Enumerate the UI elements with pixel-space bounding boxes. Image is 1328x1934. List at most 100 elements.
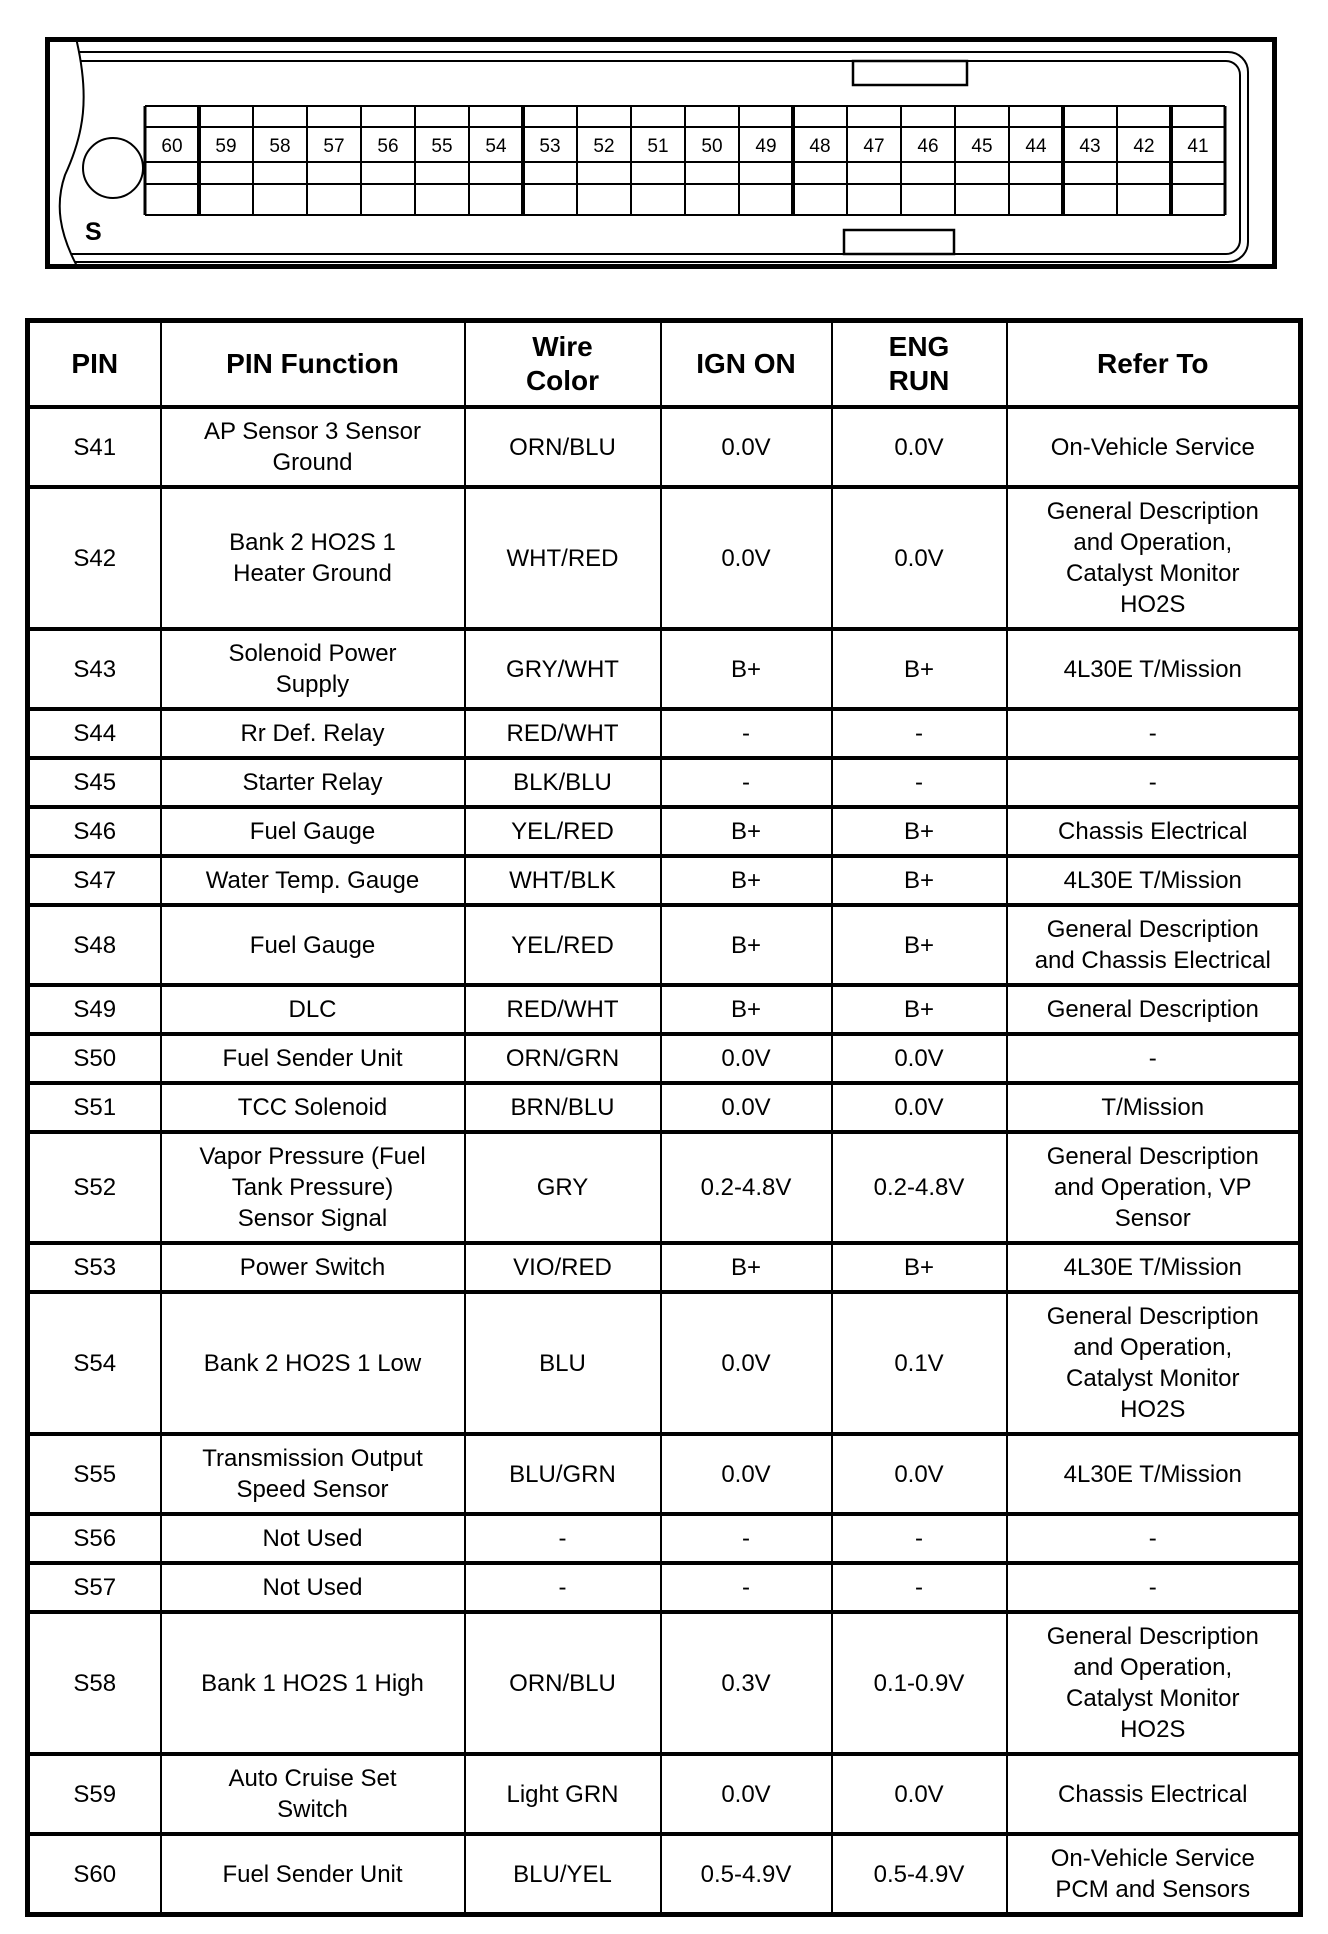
cell-eng-run-text: B+	[903, 818, 935, 845]
cell-wire-color: ORN/BLU	[463, 1610, 662, 1756]
cell-refer-to: -	[1005, 1561, 1302, 1614]
cell-pin-text: S45	[73, 769, 117, 796]
pin-table-body: S41 AP Sensor 3 Sensor Ground ORN/BLU 0.0V 0…	[26, 405, 1302, 1917]
cell-pin-text: S43	[73, 655, 117, 683]
cell-pin: S52	[26, 1130, 162, 1245]
header-cell-wire-color: Wire Color	[463, 318, 662, 409]
cell-wire-color-text: BLK/BLU	[513, 769, 612, 796]
cell-wire-color-text: -	[558, 1525, 567, 1552]
connector-outline	[50, 51, 1249, 263]
cell-wire-color-text: RED/WHT	[506, 720, 619, 747]
cell-refer-to: General Description and Operation, Catal…	[1005, 1290, 1302, 1436]
cell-eng-run-text: 0.0V	[894, 544, 944, 572]
cell-eng-run-text: 0.1V	[894, 1349, 944, 1377]
cell-eng-run: -	[830, 756, 1008, 809]
pin-number-53: 53	[539, 136, 560, 157]
cell-pin: S47	[26, 854, 162, 907]
cell-pin: S59	[26, 1752, 162, 1836]
cell-pin-text: S57	[73, 1574, 117, 1601]
cell-wire-color-text: WHT/RED	[506, 544, 619, 572]
cell-function: Fuel Gauge	[159, 903, 466, 987]
cell-refer-to: Chassis Electrical	[1005, 805, 1302, 858]
cell-wire-color: WHT/BLK	[463, 854, 662, 907]
cell-eng-run: B+	[830, 854, 1008, 907]
cell-wire-color: -	[463, 1512, 662, 1565]
cell-refer-to-text: On-Vehicle Service	[1050, 433, 1255, 461]
cell-pin-text: S59	[73, 1780, 117, 1808]
cell-function: Rr Def. Relay	[159, 707, 466, 760]
cell-wire-color-text: ORN/BLU	[509, 1669, 616, 1697]
cell-eng-run-text: B+	[903, 996, 935, 1023]
cell-wire-color-text: ORN/GRN	[505, 1045, 620, 1072]
cell-function-text: Not Used	[262, 1525, 363, 1552]
cell-eng-run: 0.0V	[830, 1432, 1008, 1516]
cell-pin: S43	[26, 627, 162, 711]
pin-number-42: 42	[1133, 136, 1154, 157]
cell-ign-on-text: B+	[730, 1254, 762, 1281]
cell-refer-to: 4L30E T/Mission	[1005, 1241, 1302, 1294]
cell-refer-to-text: -	[1148, 1045, 1157, 1072]
cell-ign-on: -	[659, 756, 833, 809]
cell-ign-on: 0.0V	[659, 405, 833, 489]
cell-function-text: Fuel Gauge	[249, 931, 376, 959]
cell-wire-color-text: BRN/BLU	[510, 1094, 615, 1121]
cell-eng-run-text: B+	[903, 655, 935, 683]
cell-wire-color-text: YEL/RED	[511, 818, 614, 845]
cell-ign-on: -	[659, 707, 833, 760]
cell-ign-on: -	[659, 1512, 833, 1565]
cell-ign-on: 0.0V	[659, 485, 833, 631]
cell-pin: S50	[26, 1032, 162, 1085]
cell-wire-color-text: VIO/RED	[513, 1254, 612, 1281]
cell-refer-to-text: -	[1148, 1574, 1157, 1601]
pin-number-56: 56	[377, 136, 398, 157]
pin-number-48: 48	[809, 136, 830, 157]
cell-function: Bank 2 HO2S 1 Heater Ground	[159, 485, 466, 631]
cell-pin-text: S55	[73, 1460, 117, 1488]
cell-pin: S51	[26, 1081, 162, 1134]
alignment-hole	[82, 137, 144, 199]
cell-pin: S58	[26, 1610, 162, 1756]
cell-wire-color-text: WHT/BLK	[509, 867, 616, 894]
cell-ign-on: 0.0V	[659, 1432, 833, 1516]
cell-refer-to-text: Chassis Electrical	[1058, 1780, 1248, 1808]
pin-number-43: 43	[1079, 136, 1100, 157]
cell-refer-to: -	[1005, 756, 1302, 809]
cell-function: DLC	[159, 983, 466, 1036]
cell-wire-color: Light GRN	[463, 1752, 662, 1836]
cell-function-text: Bank 1 HO2S 1 High	[201, 1669, 424, 1697]
cell-refer-to-text: 4L30E T/Mission	[1063, 655, 1242, 683]
cell-ign-on-text: -	[742, 1525, 750, 1552]
pin-number-59: 59	[215, 136, 236, 157]
cell-wire-color: BRN/BLU	[463, 1081, 662, 1134]
cell-wire-color-text: YEL/RED	[511, 931, 614, 959]
cell-pin-text: S56	[73, 1525, 117, 1552]
cell-pin-text: S54	[73, 1349, 117, 1377]
cell-pin-text: S48	[73, 931, 117, 959]
cell-ign-on: 0.3V	[659, 1610, 833, 1756]
cell-wire-color: YEL/RED	[463, 903, 662, 987]
cell-ign-on-text: -	[742, 720, 750, 747]
cell-refer-to-text: General Description and Operation, Catal…	[1046, 1623, 1259, 1743]
pin-number-51: 51	[647, 136, 668, 157]
cell-function-text: Power Switch	[239, 1254, 386, 1281]
cell-refer-to: -	[1005, 1032, 1302, 1085]
table-header-row: PIN PIN Function Wire Color IGN ON ENG R…	[26, 318, 1302, 409]
cell-pin: S57	[26, 1561, 162, 1614]
cell-ign-on-text: B+	[730, 867, 762, 894]
cell-eng-run: B+	[830, 1241, 1008, 1294]
cell-eng-run-text: -	[915, 769, 923, 796]
cell-eng-run-text: 0.0V	[894, 433, 944, 461]
cell-pin: S55	[26, 1432, 162, 1516]
cell-function-text: AP Sensor 3 Sensor Ground	[203, 418, 422, 476]
cell-eng-run-text: -	[915, 1525, 923, 1552]
cell-function: Bank 2 HO2S 1 Low	[159, 1290, 466, 1436]
cell-ign-on: 0.0V	[659, 1752, 833, 1836]
cell-function: Fuel Sender Unit	[159, 1032, 466, 1085]
table-row-s58: S58 Bank 1 HO2S 1 High ORN/BLU 0.3V 0.1-0.9V…	[26, 1610, 1302, 1756]
cell-pin-text: S46	[73, 818, 117, 845]
cell-eng-run: -	[830, 1512, 1008, 1565]
cell-wire-color: YEL/RED	[463, 805, 662, 858]
cell-refer-to: General Description and Operation, Catal…	[1005, 1610, 1302, 1756]
cell-refer-to-text: General Description and Chassis Electric…	[1034, 916, 1271, 974]
pin-number-57: 57	[323, 136, 344, 157]
